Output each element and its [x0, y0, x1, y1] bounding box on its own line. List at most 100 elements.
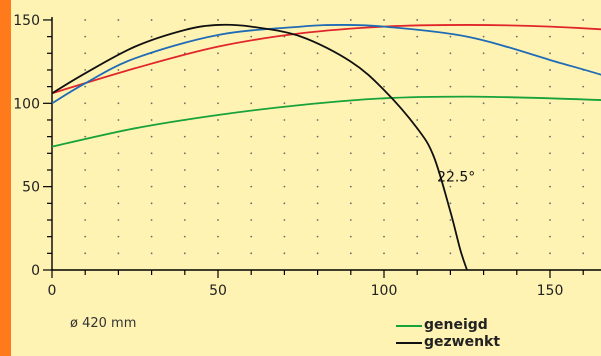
grid-dot	[316, 185, 319, 188]
grid-dot	[316, 119, 319, 121]
x-tick-label: 150	[537, 283, 564, 299]
grid-dot	[549, 102, 551, 105]
legend-label-geneigd: geneigd	[424, 317, 488, 333]
grid-dot	[150, 85, 153, 88]
grid-dot	[250, 235, 253, 238]
y-tick-label: 0	[31, 263, 40, 279]
grid-dot	[84, 135, 87, 138]
grid-dot	[549, 169, 551, 171]
grid-dot	[283, 19, 286, 21]
grid-dot	[383, 219, 385, 221]
grid-dot	[416, 235, 419, 238]
grid-dot	[217, 252, 219, 255]
grid-dot	[117, 252, 120, 255]
grid-dot	[482, 35, 485, 38]
grid-dot	[183, 252, 186, 255]
grid-dot	[582, 202, 585, 205]
grid-dot	[449, 35, 452, 38]
grid-dot	[150, 69, 153, 71]
grid-dot	[183, 35, 186, 38]
grid-dot	[416, 102, 419, 105]
grid-dot	[582, 35, 585, 38]
grid-dot	[84, 235, 87, 238]
grid-dot	[150, 102, 153, 105]
axes: 050100150050100150200250300	[13, 13, 601, 299]
grid-dot	[217, 235, 219, 238]
grid-dot	[217, 69, 219, 71]
grid-dot	[183, 19, 186, 21]
grid-dot	[117, 119, 120, 121]
grid-dot	[383, 85, 385, 88]
grid-dot	[449, 119, 452, 121]
grid-dot	[217, 185, 219, 188]
grid-dot	[549, 85, 551, 88]
grid-dot	[283, 85, 286, 88]
grid-dot	[283, 135, 286, 138]
legend-swatch-gezwenkt	[396, 341, 422, 344]
grid-dot	[349, 52, 352, 55]
grid-dot	[250, 52, 253, 55]
grid-dot	[482, 219, 485, 221]
grid-dot	[482, 235, 485, 238]
grid-dot	[250, 69, 253, 71]
grid-dot	[283, 219, 286, 221]
grid-dot	[250, 169, 253, 171]
grid-dot	[250, 202, 253, 205]
grid-dot	[515, 235, 518, 238]
grid-dot	[316, 152, 319, 155]
grid-dot	[449, 19, 452, 21]
legend-swatch-geneigd	[396, 324, 422, 327]
grid-dot	[482, 102, 485, 105]
grid-dot	[84, 219, 87, 221]
grid-dot	[449, 202, 452, 205]
grid-dot	[416, 135, 419, 138]
grid-dot	[482, 135, 485, 138]
grid-dot	[84, 19, 87, 21]
grid-dot	[183, 135, 186, 138]
grid-dot	[316, 69, 319, 71]
grid-dot	[582, 252, 585, 255]
grid-dot	[383, 202, 385, 205]
grid-dot	[582, 119, 585, 121]
grid-dot	[183, 185, 186, 188]
grid-dot	[316, 35, 319, 38]
grid-dot	[416, 85, 419, 88]
grid-dot	[515, 219, 518, 221]
grid-dot	[283, 202, 286, 205]
grid-dot	[84, 85, 87, 88]
grid-dot	[349, 202, 352, 205]
grid-dot	[316, 85, 319, 88]
accent-bar	[0, 0, 11, 356]
grid-dot	[117, 169, 120, 171]
series-layer	[51, 23, 601, 271]
grid-dot	[250, 119, 253, 121]
grid-dot	[549, 152, 551, 155]
grid-dot	[183, 235, 186, 238]
grid-dot	[84, 169, 87, 171]
grid-dot	[217, 119, 219, 121]
grid-dot	[449, 52, 452, 55]
grid-dot	[449, 219, 452, 221]
grid-dot	[449, 102, 452, 105]
grid-dot	[250, 152, 253, 155]
grid-dot	[250, 19, 253, 21]
grid-dot	[183, 169, 186, 171]
grid-dot	[349, 119, 352, 121]
grid-dot	[84, 35, 87, 38]
grid-dot	[482, 52, 485, 55]
grid-dot	[482, 85, 485, 88]
x-tick-label: 50	[209, 283, 227, 299]
grid	[84, 19, 585, 255]
grid-dot	[416, 219, 419, 221]
grid-dot	[515, 35, 518, 38]
grid-dot	[349, 252, 352, 255]
grid-dot	[84, 252, 87, 255]
grid-dot	[383, 119, 385, 121]
legend-item-geneigd: geneigd	[396, 317, 500, 334]
grid-dot	[515, 169, 518, 171]
grid-dot	[316, 252, 319, 255]
grid-dot	[117, 135, 120, 138]
grid-dot	[150, 185, 153, 188]
grid-dot	[549, 235, 551, 238]
grid-dot	[416, 202, 419, 205]
